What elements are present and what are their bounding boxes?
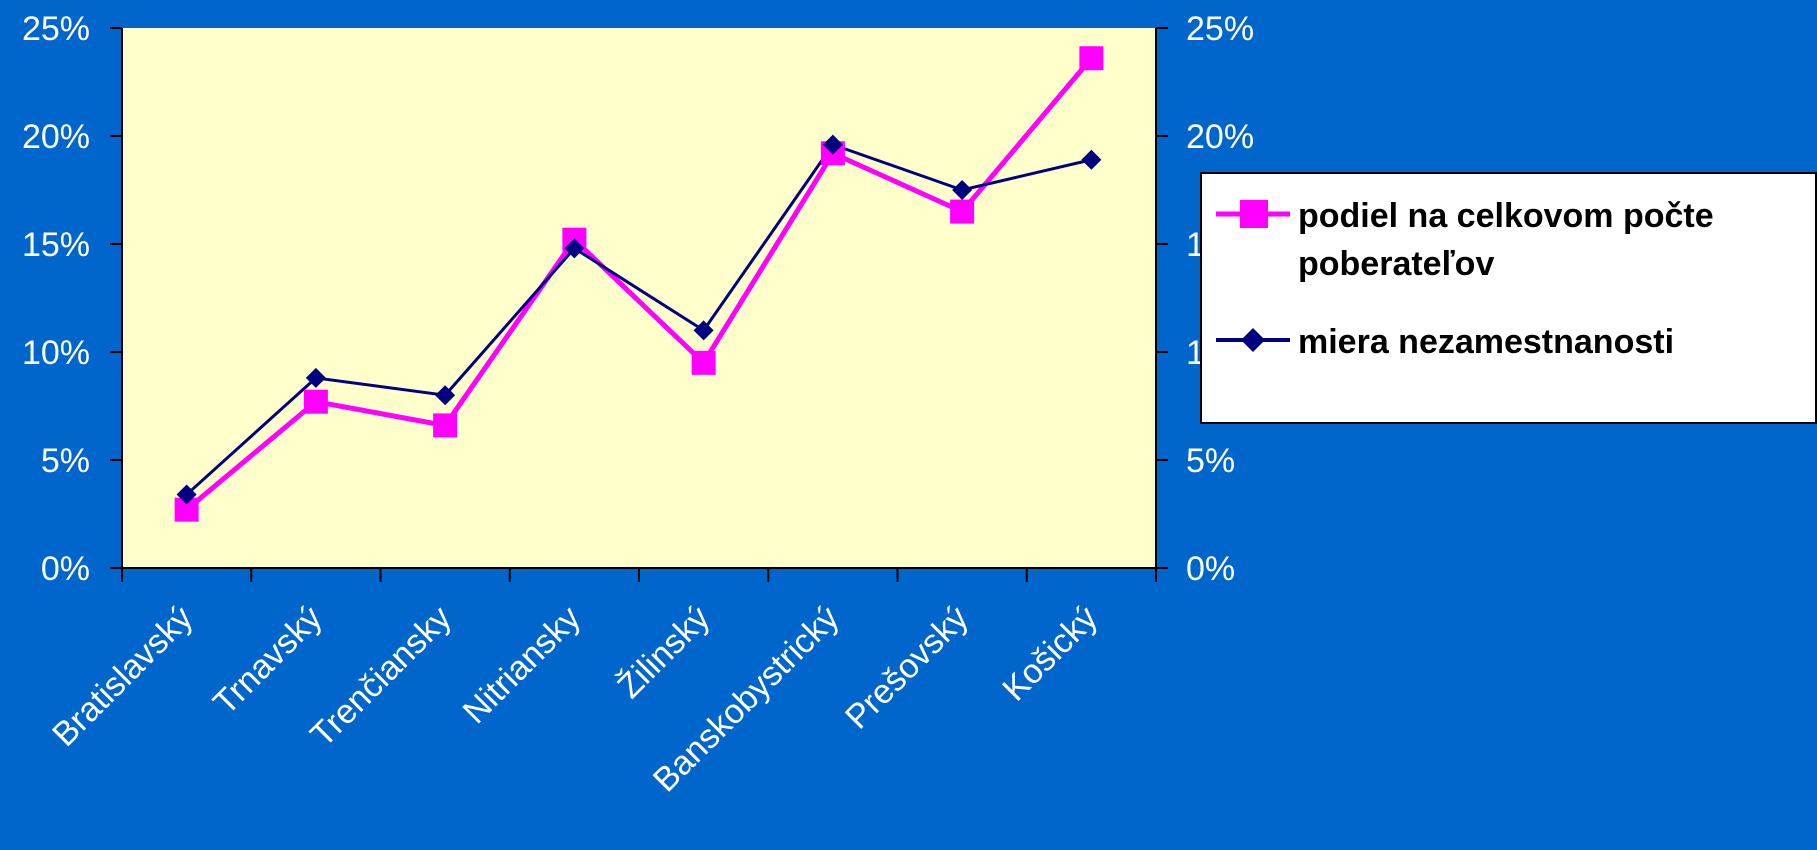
y-tick-label: 10% [22,334,90,372]
x-axis-ticks: Bratislavský TrnavskýTrenčianskyNitriansk… [45,568,1157,799]
x-category-label: Bratislavský [45,599,200,754]
series-2-point [1081,149,1102,170]
series-1-point [303,389,328,414]
series-line-2 [185,142,1092,496]
legend-item-series-2: miera nezamestnanosti [1214,318,1808,366]
legend: podiel na celkovom počte poberateľov mie… [1200,172,1817,424]
y2-tick-label: 25% [1186,10,1254,48]
x-category-label: Prešovský [838,599,976,737]
series-1-point [1079,46,1104,71]
y2-tick-label: 5% [1186,442,1235,480]
y-tick-label: 0% [41,550,90,588]
x-category-label: Trnavský [206,599,330,723]
x-category-label: Nitriansky [456,599,588,731]
series-2-point [822,134,843,155]
legend-swatch-diamond-icon [1216,328,1290,352]
series-layer [174,46,1104,522]
y2-tick-label: 0% [1186,550,1235,588]
series-2-point [176,484,197,505]
series-1-point [691,350,716,375]
series-2-point [564,238,585,259]
legend-item-series-1: podiel na celkovom počte poberateľov [1214,192,1808,288]
series-2-point [693,320,714,341]
x-category-label: Trenčiansky [303,599,459,755]
y-tick-label: 25% [22,10,90,48]
y-tick-label: 5% [41,442,90,480]
y-tick-label: 20% [22,118,90,156]
series-line-1 [185,56,1094,512]
y2-tick-label: 20% [1186,118,1254,156]
series-1-point [950,199,975,224]
x-category-label: Žilinský [610,599,717,706]
series-2-point [435,385,456,406]
legend-label-series-2: miera nezamestnanosti [1298,323,1675,361]
y-axis-ticks: 0% 5% 10% 15% 20% 25% [22,10,122,588]
series-2-point [952,180,973,200]
x-category-label: Košický [995,599,1105,709]
series-2-point [305,367,326,388]
legend-swatch-square-icon [1216,200,1290,228]
legend-label-series-1: podiel na celkovom počte poberateľov [1298,197,1714,283]
series-1-point [433,413,458,438]
y-tick-label: 15% [22,226,90,264]
